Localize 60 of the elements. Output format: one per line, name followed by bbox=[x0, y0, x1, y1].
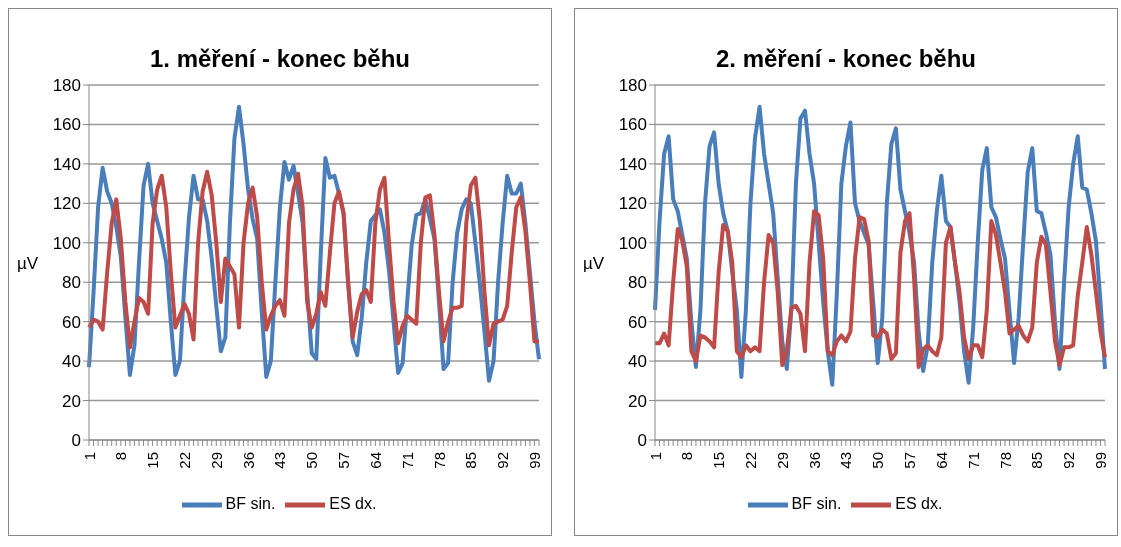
legend-label: ES dx. bbox=[329, 495, 377, 513]
y-tick-label: 100 bbox=[52, 233, 81, 253]
x-tick-label: 92 bbox=[1060, 452, 1078, 469]
y-tick-label: 80 bbox=[628, 273, 647, 293]
y-tick-label: 0 bbox=[71, 431, 81, 451]
x-tick-label: 1 bbox=[80, 452, 98, 461]
y-tick-label: 20 bbox=[62, 391, 81, 411]
x-tick-label: 99 bbox=[525, 452, 543, 469]
y-tick-label: 40 bbox=[62, 352, 81, 372]
x-tick-label: 71 bbox=[964, 452, 982, 469]
legend-label: BF sin. bbox=[225, 495, 276, 513]
legend-label: ES dx. bbox=[895, 495, 943, 513]
x-tick-label: 15 bbox=[144, 452, 162, 469]
chart-title: 1. měření - konec běhu bbox=[148, 45, 412, 74]
x-tick-label: 57 bbox=[901, 452, 919, 469]
x-tick-label: 50 bbox=[869, 452, 887, 469]
x-tick-label: 85 bbox=[462, 452, 480, 469]
x-tick-label: 8 bbox=[112, 452, 130, 461]
x-tick-label: 64 bbox=[366, 452, 384, 469]
y-axis-title: µV bbox=[17, 253, 39, 273]
x-tick-label: 57 bbox=[335, 452, 353, 469]
x-tick-label: 99 bbox=[1091, 452, 1109, 469]
y-tick-label: 120 bbox=[618, 194, 647, 214]
x-tick-label: 50 bbox=[303, 452, 321, 469]
y-tick-label: 40 bbox=[628, 352, 647, 372]
x-tick-label: 29 bbox=[207, 452, 225, 469]
y-tick-label: 180 bbox=[618, 76, 647, 96]
x-tick-label: 85 bbox=[1028, 452, 1046, 469]
y-tick-label: 60 bbox=[62, 312, 81, 332]
x-tick-label: 36 bbox=[805, 452, 823, 469]
y-tick-label: 140 bbox=[52, 154, 81, 174]
x-tick-label: 8 bbox=[678, 452, 696, 461]
x-tick-label: 78 bbox=[430, 452, 448, 469]
y-tick-label: 160 bbox=[52, 115, 81, 135]
line-series bbox=[653, 209, 1107, 370]
x-tick-label: 43 bbox=[837, 452, 855, 469]
x-tick-label: 64 bbox=[932, 452, 950, 469]
y-tick-label: 160 bbox=[618, 115, 647, 135]
y-tick-label: 100 bbox=[618, 233, 647, 253]
x-tick-label: 71 bbox=[398, 452, 416, 469]
x-tick-label: 15 bbox=[710, 452, 728, 469]
x-tick-label: 92 bbox=[494, 452, 512, 469]
y-axis-title: µV bbox=[583, 253, 605, 273]
legend-label: BF sin. bbox=[791, 495, 842, 513]
line-series bbox=[87, 169, 541, 350]
chart-title: 2. měření - konec běhu bbox=[714, 45, 978, 74]
y-tick-label: 80 bbox=[62, 273, 81, 293]
x-tick-label: 36 bbox=[239, 452, 257, 469]
y-tick-label: 120 bbox=[52, 194, 81, 214]
x-tick-label: 22 bbox=[741, 452, 759, 469]
y-tick-label: 0 bbox=[637, 431, 647, 451]
x-tick-label: 78 bbox=[996, 452, 1014, 469]
y-tick-label: 140 bbox=[618, 154, 647, 174]
y-tick-label: 20 bbox=[628, 391, 647, 411]
y-tick-label: 180 bbox=[52, 76, 81, 96]
x-tick-label: 22 bbox=[175, 452, 193, 469]
y-tick-label: 60 bbox=[628, 312, 647, 332]
x-tick-label: 29 bbox=[773, 452, 791, 469]
x-tick-label: 1 bbox=[646, 452, 664, 461]
x-tick-label: 43 bbox=[271, 452, 289, 469]
